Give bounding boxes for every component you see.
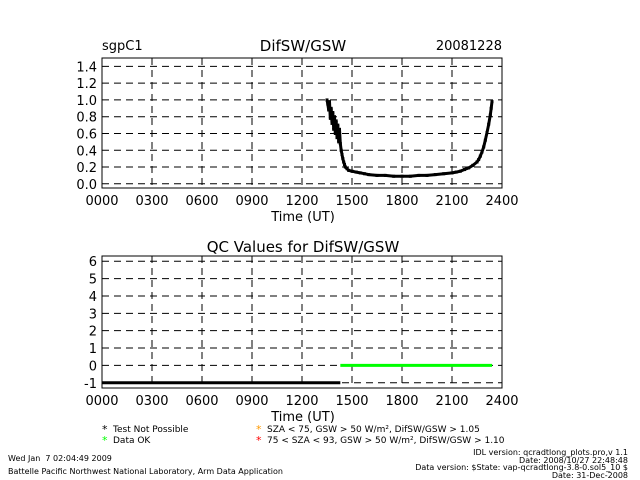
plot2-ytick-4: 4	[89, 290, 97, 305]
plot1-ytick-1.0: 1.0	[76, 94, 97, 109]
plot2-ytick-6: 6	[89, 255, 97, 270]
legend-marker-data-ok: *	[102, 434, 108, 447]
plot1-points	[325, 98, 494, 178]
plot1-xtick-0600: 0600	[185, 194, 218, 209]
plot1-ytick-1.2: 1.2	[76, 77, 97, 92]
plot1-grid	[102, 58, 502, 188]
plot2-xtick-0900: 0900	[235, 394, 268, 409]
plot2-series	[102, 363, 492, 385]
plot2-frame	[101, 255, 503, 389]
plot1-ytick-1.4: 1.4	[76, 60, 97, 75]
plot1-series-trace	[325, 99, 494, 178]
plot1-ytick-0.8: 0.8	[76, 111, 97, 126]
difsw-gsw-plot: 0000 0300 0600 0900 1200 1500 1800 2100 2400 0.0 0…	[76, 57, 519, 225]
plot1-xtick-1500: 1500	[335, 194, 368, 209]
chart-title: DifSW/GSW	[260, 37, 347, 55]
plot2-ytick-5: 5	[89, 273, 97, 288]
plot2-xtick-2100: 2100	[435, 394, 468, 409]
legend-label-sza-75-93: 75 < SZA < 93, GSW > 50 W/m², DifSW/GSW …	[267, 436, 505, 446]
plot2-xtick-0600: 0600	[185, 394, 218, 409]
qc-legend: * Test Not Possible * Data OK * SZA < 75…	[102, 423, 505, 447]
plot2-tick-labels: 0000 0300 0600 0900 1200 1500 1800 2100 2400 -1 0 1…	[84, 255, 519, 409]
plot1-ytick-0.0: 0.0	[76, 178, 97, 193]
plot1-xtick-0300: 0300	[135, 194, 168, 209]
plot2-ytick--1: -1	[84, 377, 97, 392]
footer: Wed Jan 7 02:04:49 2009 Battelle Pacific…	[8, 448, 628, 480]
plot1-frame	[101, 57, 503, 189]
plot2-xtick-0000: 0000	[85, 394, 118, 409]
plot2-xtick-2400: 2400	[485, 394, 518, 409]
plot1-xtick-1200: 1200	[285, 194, 318, 209]
plot2-ytick-2: 2	[89, 325, 97, 340]
legend-label-sza-lt-75: SZA < 75, GSW > 50 W/m², DifSW/GSW > 1.0…	[267, 425, 480, 435]
legend-label-data-ok: Data OK	[113, 436, 151, 446]
plot1-xtick-2400: 2400	[485, 194, 518, 209]
plot2-ytick-3: 3	[89, 307, 97, 322]
legend-marker-sza-lt-75: *	[256, 423, 262, 436]
plot2-grid	[102, 256, 502, 388]
plot2-ytick-0: 0	[89, 359, 97, 374]
plot1-xtick-2100: 2100	[435, 194, 468, 209]
plot1-tick-labels: 0000 0300 0600 0900 1200 1500 1800 2100 2400 0.0 0…	[76, 60, 518, 209]
footer-data-date: Date: 31-Dec-2008	[552, 471, 628, 480]
footer-timestamp: Wed Jan 7 02:04:49 2009	[8, 454, 112, 463]
plot1-ytick-0.4: 0.4	[76, 144, 97, 159]
plot1-ytick-0.6: 0.6	[76, 127, 97, 142]
footer-data-version: Data version: $State: vap-qcradtlong-3.8…	[415, 463, 628, 472]
footer-lab: Battelle Pacific Northwest National Labo…	[8, 467, 283, 476]
legend-marker-test-not-possible: *	[102, 423, 108, 436]
footer-idl-version: IDL version: qcradtlong_plots.pro,v 1.1	[473, 448, 628, 457]
plot1-ytick-0.2: 0.2	[76, 161, 97, 176]
plot1-xtick-0000: 0000	[85, 194, 118, 209]
qc-values-plot: QC Values for DifSW/GSW 0000 0300 0600 0900…	[84, 238, 519, 425]
plot2-xtick-0300: 0300	[135, 394, 168, 409]
date-label: 20081228	[436, 39, 502, 54]
plot2-xtick-1800: 1800	[385, 394, 418, 409]
footer-idl-date: Date: 2008/10/27 22:48:48	[519, 456, 628, 465]
legend-marker-sza-75-93: *	[256, 434, 262, 447]
plot2-xtick-1200: 1200	[285, 394, 318, 409]
plot2-title: QC Values for DifSW/GSW	[207, 238, 400, 256]
plot2-xtick-1500: 1500	[335, 394, 368, 409]
plot1-xtick-1800: 1800	[385, 194, 418, 209]
plot1-xtick-0900: 0900	[235, 194, 268, 209]
plot2-ytick-1: 1	[89, 342, 97, 357]
plot2-xlabel: Time (UT)	[270, 410, 335, 425]
plot1-xlabel: Time (UT)	[270, 210, 335, 225]
site-label: sgpC1	[102, 39, 143, 54]
legend-label-test-not-possible: Test Not Possible	[112, 425, 189, 435]
